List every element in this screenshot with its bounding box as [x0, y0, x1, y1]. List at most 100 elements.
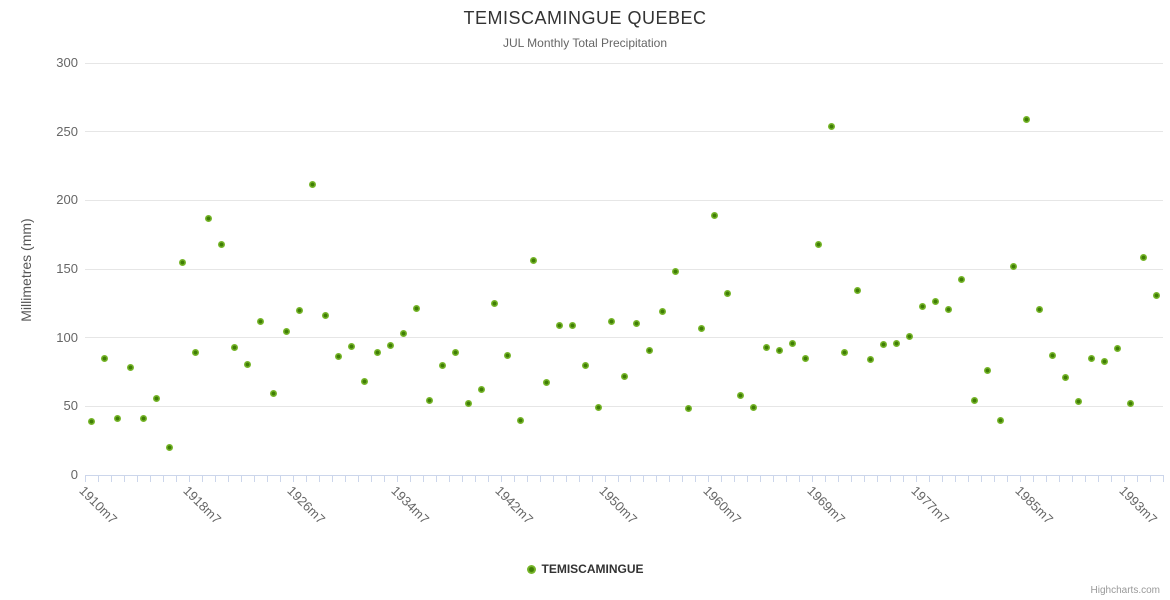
x-axis-tick [214, 476, 216, 482]
highcharts-credits-link[interactable]: Highcharts.com [1090, 585, 1160, 596]
data-point-marker[interactable] [347, 343, 355, 351]
data-point-marker[interactable] [204, 214, 212, 222]
data-point-marker[interactable] [295, 306, 303, 314]
data-point-marker[interactable] [321, 312, 329, 320]
data-point-marker[interactable] [867, 356, 875, 364]
data-point-marker[interactable] [581, 361, 589, 369]
x-axis-label: 1993m7 [1115, 483, 1160, 527]
data-point-marker[interactable] [906, 332, 914, 340]
data-point-marker[interactable] [230, 344, 238, 352]
data-point-marker[interactable] [815, 240, 823, 248]
data-point-marker[interactable] [334, 352, 342, 360]
data-point-marker[interactable] [178, 258, 186, 266]
x-axis-tick [1150, 476, 1151, 482]
data-point-marker[interactable] [373, 349, 381, 357]
data-point-marker[interactable] [490, 299, 498, 307]
data-point-marker[interactable] [87, 417, 95, 425]
data-point-marker[interactable] [243, 360, 251, 368]
x-axis-label: 1942m7 [492, 483, 537, 527]
data-point-marker[interactable] [1023, 115, 1031, 123]
data-point-marker[interactable] [529, 256, 537, 264]
data-point-marker[interactable] [789, 340, 797, 348]
data-point-marker[interactable] [308, 181, 316, 189]
data-point-marker[interactable] [191, 349, 199, 357]
data-point-marker[interactable] [1062, 373, 1070, 381]
data-point-marker[interactable] [360, 378, 368, 386]
data-point-marker[interactable] [1114, 345, 1122, 353]
x-axis-tick [396, 476, 398, 482]
x-axis-label: 1960m7 [700, 483, 745, 527]
x-axis-tick [942, 476, 944, 482]
data-point-marker[interactable] [932, 298, 940, 306]
data-point-marker[interactable] [854, 287, 862, 295]
data-point-marker[interactable] [425, 397, 433, 405]
data-point-marker[interactable] [464, 400, 472, 408]
data-point-marker[interactable] [555, 321, 563, 329]
data-point-marker[interactable] [1010, 262, 1018, 270]
data-point-marker[interactable] [399, 330, 407, 338]
data-point-marker[interactable] [113, 415, 121, 423]
data-point-marker[interactable] [776, 346, 784, 354]
data-point-marker[interactable] [607, 317, 615, 325]
data-point-marker[interactable] [568, 321, 576, 329]
data-point-marker[interactable] [451, 348, 459, 356]
data-point-marker[interactable] [412, 305, 420, 313]
data-point-marker[interactable] [152, 394, 160, 402]
data-point-marker[interactable] [1153, 291, 1160, 299]
data-point-marker[interactable] [737, 391, 745, 399]
data-point-marker[interactable] [763, 344, 771, 352]
data-point-marker[interactable] [828, 122, 836, 130]
data-point-marker[interactable] [503, 352, 511, 360]
data-point-marker[interactable] [256, 317, 264, 325]
legend-item-temiscamingue[interactable]: TEMISCAMINGUE [0, 562, 1170, 576]
x-axis-tick [487, 476, 489, 482]
data-point-marker[interactable] [282, 327, 290, 335]
data-point-marker[interactable] [880, 341, 888, 349]
data-point-marker[interactable] [893, 340, 901, 348]
data-point-marker[interactable] [958, 276, 966, 284]
data-point-marker[interactable] [1075, 398, 1083, 406]
data-point-marker[interactable] [633, 319, 641, 327]
data-point-marker[interactable] [659, 308, 667, 316]
data-point-marker[interactable] [1088, 354, 1096, 362]
data-point-marker[interactable] [217, 240, 225, 248]
data-point-marker[interactable] [139, 415, 147, 423]
data-point-marker[interactable] [1049, 352, 1057, 360]
data-point-marker[interactable] [100, 354, 108, 362]
data-point-marker[interactable] [1036, 306, 1044, 313]
data-point-marker[interactable] [165, 444, 173, 452]
data-point-marker[interactable] [685, 404, 693, 412]
data-point-marker[interactable] [542, 379, 550, 387]
y-gridline [85, 131, 1163, 133]
data-point-marker[interactable] [919, 303, 927, 311]
data-point-marker[interactable] [386, 342, 394, 350]
data-point-marker[interactable] [997, 416, 1005, 424]
data-point-marker[interactable] [620, 372, 628, 380]
data-point-marker[interactable] [1140, 253, 1148, 261]
data-point-marker[interactable] [971, 397, 979, 405]
data-point-marker[interactable] [594, 404, 602, 412]
data-point-marker[interactable] [477, 385, 485, 393]
data-point-marker[interactable] [945, 306, 953, 313]
x-axis-tick [682, 476, 684, 482]
x-axis-tick [357, 476, 359, 482]
data-point-marker[interactable] [750, 404, 758, 412]
data-point-marker[interactable] [1101, 358, 1109, 366]
data-point-marker[interactable] [516, 416, 524, 424]
data-point-marker[interactable] [126, 364, 134, 372]
data-point-marker[interactable] [438, 361, 446, 369]
data-point-marker[interactable] [269, 390, 277, 398]
data-point-marker[interactable] [646, 347, 654, 355]
x-axis-tick [1046, 476, 1048, 482]
data-point-marker[interactable] [711, 211, 719, 219]
data-point-marker[interactable] [984, 367, 992, 375]
data-point-marker[interactable] [724, 289, 732, 297]
x-axis-tick [539, 476, 541, 482]
data-point-marker[interactable] [672, 267, 680, 275]
data-point-marker[interactable] [802, 355, 810, 363]
data-point-marker[interactable] [1127, 400, 1135, 408]
data-point-marker[interactable] [841, 349, 849, 357]
data-point-marker[interactable] [698, 325, 706, 333]
x-axis-tick [578, 476, 580, 482]
x-axis-tick [448, 476, 450, 482]
